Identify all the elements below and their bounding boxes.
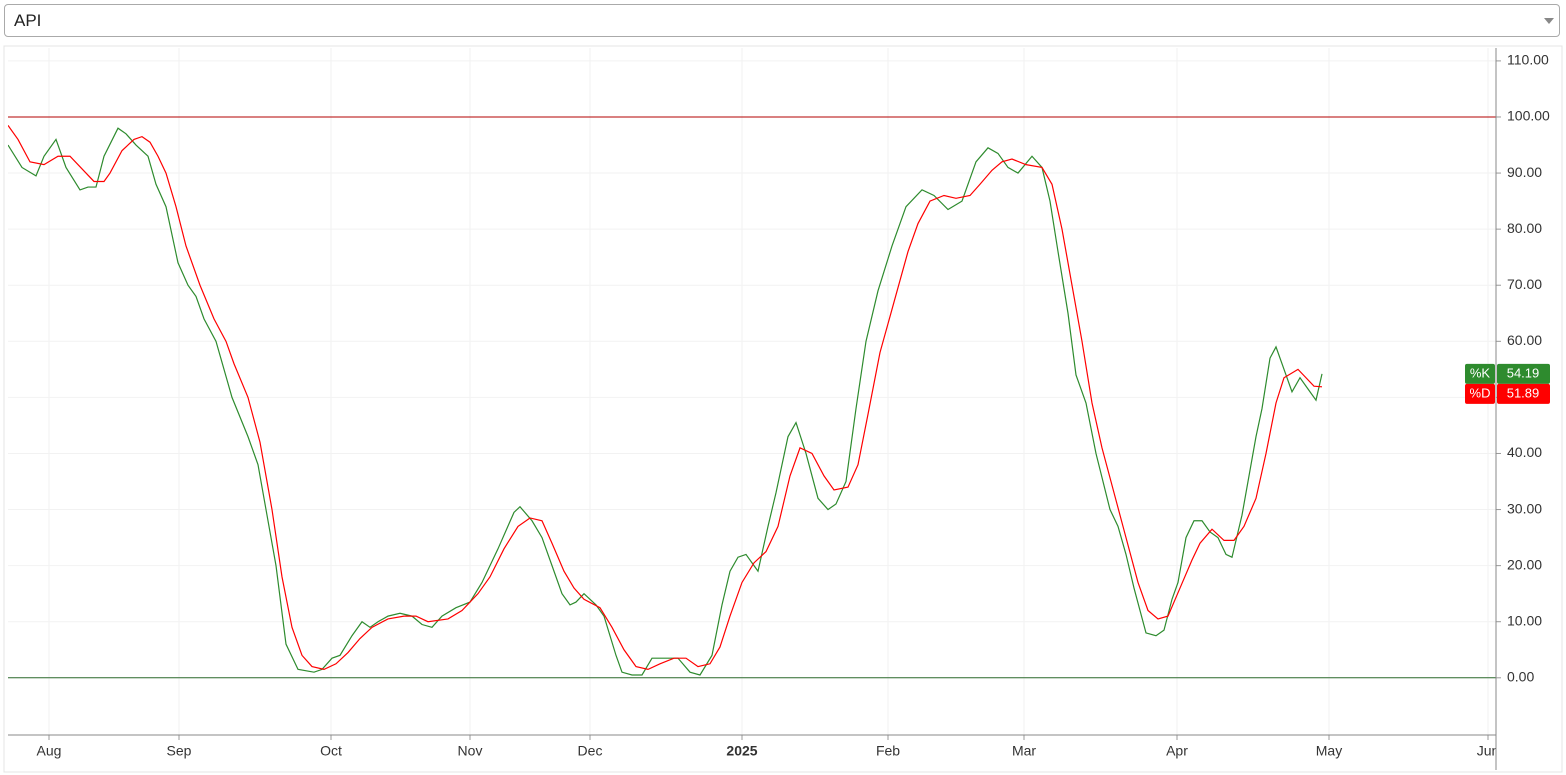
legend-name: %D [1470, 385, 1491, 400]
y-tick-label: 70.00 [1507, 276, 1542, 292]
last-value-label: 51.89 [1507, 385, 1540, 400]
y-tick-label: 100.00 [1507, 108, 1550, 124]
y-tick-label: 0.00 [1507, 668, 1534, 684]
last-value-label: 54.19 [1507, 365, 1540, 380]
last-value-badge [1497, 383, 1550, 404]
x-tick-label: Aug [37, 743, 62, 759]
line-series [8, 127, 1323, 676]
x-tick-label: Sep [167, 743, 192, 759]
legend-name: %K [1470, 365, 1491, 380]
legend-badge [1465, 383, 1495, 404]
y-tick-label: 60.00 [1507, 332, 1542, 348]
symbol-select[interactable]: API [4, 4, 1560, 37]
x-tick-label: Oct [320, 743, 342, 759]
x-tick-label: May [1316, 743, 1342, 759]
select-arrow [1544, 18, 1554, 29]
y-tick-label: 90.00 [1507, 164, 1542, 180]
x-tick-label: Dec [578, 743, 603, 759]
line-series [8, 125, 1323, 671]
last-value-badge [1497, 363, 1550, 384]
chart-frame [3, 45, 1563, 773]
y-tick-label: 40.00 [1507, 444, 1542, 460]
x-tick-label: 2025 [726, 743, 757, 759]
y-tick-label: 20.00 [1507, 556, 1542, 572]
y-tick-label: 80.00 [1507, 220, 1542, 236]
x-tick-label: Mar [1012, 743, 1036, 759]
x-tick-label: Apr [1166, 743, 1188, 759]
x-tick-label: Nov [458, 743, 483, 759]
y-tick-label: 30.00 [1507, 500, 1542, 516]
y-tick-label: 110.00 [1507, 52, 1549, 68]
legend-badge [1465, 363, 1495, 384]
x-tick-label: Jun [1477, 743, 1500, 759]
y-tick-label: 10.00 [1507, 612, 1542, 628]
select-value: API [14, 11, 42, 30]
x-tick-label: Feb [876, 743, 900, 759]
